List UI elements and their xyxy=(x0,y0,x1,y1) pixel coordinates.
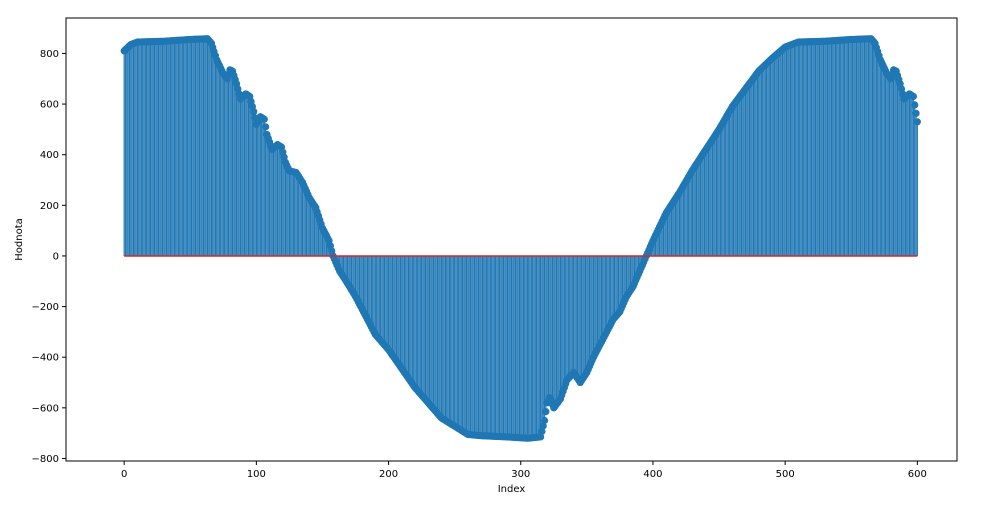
x-tick-label: 400 xyxy=(643,469,662,480)
stem-marker xyxy=(911,101,919,109)
y-tick-label: −400 xyxy=(32,353,59,364)
stem-marker xyxy=(536,433,545,441)
x-tick-label: 600 xyxy=(908,469,927,480)
stem-markers xyxy=(120,35,921,442)
stem-marker xyxy=(262,123,270,131)
x-tick-label: 200 xyxy=(379,469,398,480)
axes-frame xyxy=(65,17,958,462)
stem-marker xyxy=(538,427,546,436)
stem-marker xyxy=(539,422,547,430)
y-tick-label: 200 xyxy=(40,201,59,212)
y-tick-label: −200 xyxy=(32,302,59,313)
x-tick-label: 300 xyxy=(511,469,530,480)
stem-marker xyxy=(913,118,921,126)
stem-marker xyxy=(260,115,268,123)
y-tick-label: −600 xyxy=(32,403,59,414)
y-axis-label: Hodnota xyxy=(14,218,25,261)
stem-marker xyxy=(909,92,917,101)
x-axis-label: Index xyxy=(498,484,526,495)
y-tick-label: 400 xyxy=(40,150,59,161)
plot-area xyxy=(120,35,921,442)
x-tick-label: 500 xyxy=(776,469,795,480)
stem-marker xyxy=(912,109,920,117)
x-tick-label: 100 xyxy=(247,469,266,480)
stem-marker xyxy=(540,416,549,425)
y-tick-label: −800 xyxy=(32,454,59,465)
x-tick-label: 0 xyxy=(121,469,127,480)
y-tick-label: 800 xyxy=(40,49,59,60)
axes: 0 100 200 300 400 500 600 −800 −600 −400 −200 0 200 4… xyxy=(32,17,958,480)
stem-marker xyxy=(250,108,258,116)
stem-marker xyxy=(542,408,550,416)
y-tick-label: 0 xyxy=(53,251,59,262)
y-tick-label: 600 xyxy=(40,100,59,111)
